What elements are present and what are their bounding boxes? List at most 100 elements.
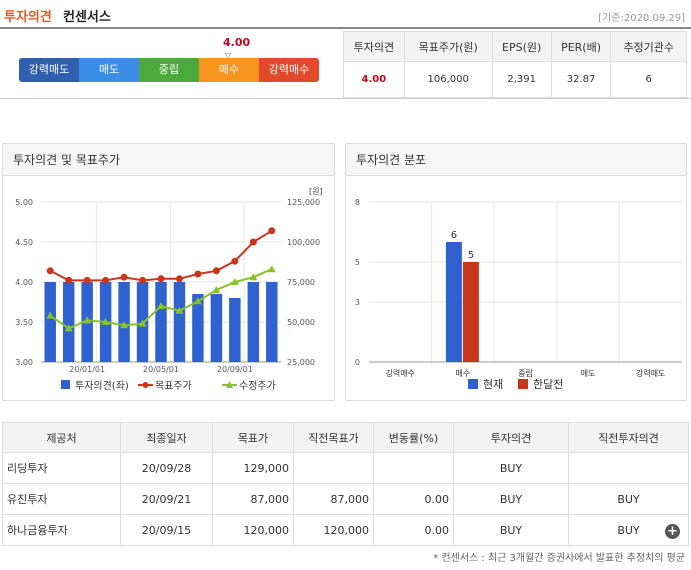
x-tick: 20/05/01 xyxy=(143,365,179,374)
legend-swatch xyxy=(468,379,478,389)
summary-target-price: 106,000 xyxy=(403,61,493,98)
target-price-point xyxy=(212,267,220,275)
firm-header: 변동률(%) xyxy=(373,422,454,453)
y-tick: 3 xyxy=(355,298,360,307)
y-right-tick: 100,000 xyxy=(287,238,320,247)
opinion-bar xyxy=(173,282,186,362)
opinion-chart-panel: 투자의견 및 목표주가 [원] 5.00 125,000 4.50 100,000 4.0… xyxy=(2,143,335,401)
target-price-point xyxy=(231,257,239,265)
legend-label: 목표주가 xyxy=(155,380,192,392)
opinion-chart-title: 투자의견 및 목표주가 xyxy=(3,144,334,176)
y-right-tick: 25,000 xyxy=(287,358,315,367)
firm-header: 제공처 xyxy=(2,422,121,453)
firm-prev-opinion xyxy=(568,452,689,484)
legend-swatch xyxy=(226,381,233,388)
firm-prev-target: 120,000 xyxy=(293,514,374,546)
adj-price-point xyxy=(267,265,276,273)
y-left-tick: 3.00 xyxy=(15,358,33,367)
target-price-point xyxy=(139,276,147,284)
firm-header: 직전투자의견 xyxy=(568,422,689,453)
firm-name: 하나금융투자 xyxy=(2,514,121,546)
target-price-point xyxy=(194,270,202,278)
y-left-tick: 4.50 xyxy=(15,238,33,247)
opinion-scale: 강력매도 매도 중립 매수 강력매수 xyxy=(19,58,319,82)
firm-opinion: BUY xyxy=(453,483,569,515)
page-subtitle: 컨센서스 xyxy=(63,10,111,25)
summary-opinion: 4.00 xyxy=(343,61,405,98)
y-tick: 8 xyxy=(355,198,360,207)
x-tick: 매수 xyxy=(456,369,471,378)
firm-date: 20/09/21 xyxy=(120,483,213,515)
legend-swatch xyxy=(518,379,528,389)
summary-eps: 2,391 xyxy=(491,61,552,98)
scale-neutral: 중립 xyxy=(139,58,199,82)
x-tick: 20/01/01 xyxy=(69,365,105,374)
opinion-bar xyxy=(229,298,241,362)
legend-label: 수정주가 xyxy=(239,380,276,392)
scale-marker-icon: ▽ xyxy=(225,51,232,60)
firm-change: 0.00 xyxy=(373,483,454,515)
opinion-bar xyxy=(266,282,278,362)
footnote: * 컨센서스 : 최근 3개월간 증권사에서 발표한 추정치의 평균 xyxy=(433,553,685,564)
plus-circle-icon[interactable]: + xyxy=(665,524,680,539)
summary-institutions: 6 xyxy=(610,61,687,98)
y-right-tick: 50,000 xyxy=(287,318,315,327)
firm-name: 유진투자 xyxy=(2,483,121,515)
target-price-point xyxy=(120,273,128,281)
table-row: 하나금융투자 20/09/15 120,000 120,000 0.00 BUY… xyxy=(2,514,689,546)
opinion-bar xyxy=(155,282,167,362)
target-price-point xyxy=(83,276,91,284)
target-price-point xyxy=(249,238,257,246)
base-date: [기준:2020.09.29] xyxy=(598,13,685,24)
scale-strong-buy: 강력매수 xyxy=(259,58,319,82)
opinion-bar xyxy=(62,282,75,362)
firm-name: 리딩투자 xyxy=(2,452,121,484)
page-title: 투자의견 xyxy=(4,10,52,25)
opinion-bar xyxy=(210,294,223,362)
summary-header: 투자의견 xyxy=(343,31,405,62)
adj-price-point xyxy=(120,321,129,329)
target-price-point xyxy=(46,267,54,275)
firm-header: 투자의견 xyxy=(453,422,569,453)
firm-header: 직전목표가 xyxy=(293,422,374,453)
adj-price-point xyxy=(83,316,92,324)
distribution-chart-panel: 투자의견 분포 8 5 3 0 강력매수 매수 중립 매도 강력매도 6 5 현재 한달전 xyxy=(345,143,687,401)
firm-opinion: BUY xyxy=(453,452,569,484)
scale-current-value: 4.00 xyxy=(223,36,251,49)
adj-price-point xyxy=(101,318,110,325)
adj-price-point xyxy=(64,324,73,332)
legend-label: 한달전 xyxy=(533,378,563,391)
summary-header: EPS(원) xyxy=(491,31,552,62)
y-left-tick: 5.00 xyxy=(15,198,33,207)
summary-per: 32.87 xyxy=(550,61,612,98)
summary-header: PER(배) xyxy=(550,31,612,62)
title-divider xyxy=(0,27,691,29)
firm-prev-target xyxy=(293,452,374,484)
distribution-bar xyxy=(462,262,479,362)
table-row: 유진투자 20/09/21 87,000 87,000 0.00 BUY BUY xyxy=(2,483,689,515)
firm-date: 20/09/28 xyxy=(120,452,213,484)
adj-price-point xyxy=(175,306,184,314)
unit-label: [원] xyxy=(309,187,323,196)
summary-table: 투자의견 목표주가(원) EPS(원) PER(배) 추정기관수 4.00 10… xyxy=(343,31,687,98)
summary-header: 목표주가(원) xyxy=(403,31,493,62)
firm-prev-opinion: BUY xyxy=(568,483,689,515)
firm-change xyxy=(373,452,454,484)
target-price-point xyxy=(102,276,110,284)
adj-price-point xyxy=(138,319,147,327)
firm-opinion: BUY xyxy=(453,514,569,546)
firm-header: 최종일자 xyxy=(120,422,213,453)
data-label: 6 xyxy=(451,230,457,241)
distribution-bar xyxy=(445,242,462,362)
y-left-tick: 4.00 xyxy=(15,278,33,287)
adj-price-point xyxy=(157,302,165,309)
target-price-point xyxy=(268,227,276,235)
firm-target: 120,000 xyxy=(212,514,294,546)
x-tick: 강력매도 xyxy=(636,368,665,378)
opinion-bar xyxy=(44,282,56,362)
y-tick: 0 xyxy=(355,358,360,367)
target-price-line xyxy=(49,229,273,282)
target-price-point xyxy=(65,276,73,284)
target-price-point xyxy=(157,275,165,283)
